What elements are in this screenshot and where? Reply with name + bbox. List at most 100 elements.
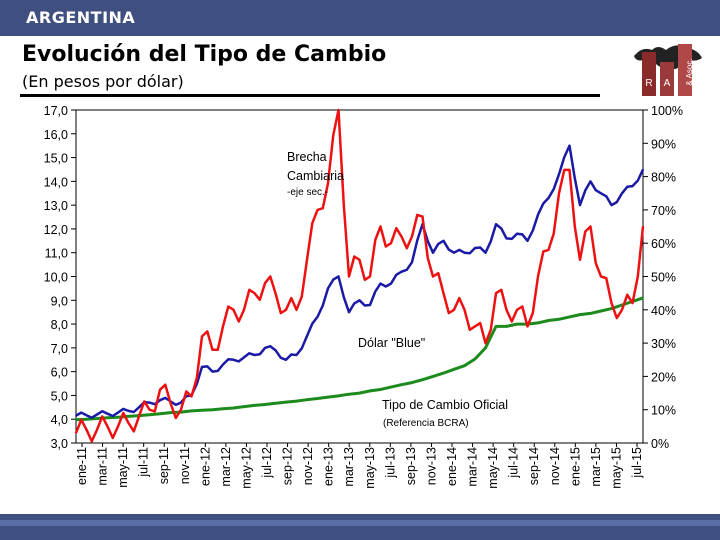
- series-point: [379, 282, 382, 285]
- logo-block-r: [642, 52, 656, 96]
- series-point: [253, 292, 256, 295]
- series-point: [159, 388, 161, 391]
- series-point: [348, 311, 350, 314]
- series-point: [75, 418, 77, 421]
- x-tick-label: jul-12: [260, 447, 274, 479]
- x-tick-label: may-13: [363, 447, 377, 489]
- left-tick-label: 14,0: [44, 175, 68, 189]
- x-tick-label: sep-12: [281, 447, 295, 485]
- series-point: [610, 204, 613, 206]
- series-point: [474, 247, 476, 249]
- series-point: [96, 417, 98, 420]
- series-point: [96, 413, 98, 416]
- series-point: [600, 275, 602, 278]
- series-point: [222, 325, 224, 328]
- series-point: [190, 410, 193, 412]
- x-tick-label: sep-13: [404, 447, 418, 485]
- company-logo: R A & Asoc.: [634, 44, 702, 96]
- annotation-blue: Dólar "Blue": [358, 336, 425, 350]
- series-point: [327, 396, 329, 398]
- series-point: [274, 349, 277, 352]
- series-point: [400, 383, 403, 386]
- series-point: [148, 413, 151, 416]
- series-point: [264, 282, 266, 285]
- annotation-oficial-sub: (Referencia BCRA): [383, 418, 469, 429]
- series-point: [295, 400, 298, 402]
- series-point: [358, 258, 361, 261]
- series-point: [558, 192, 560, 195]
- series-point: [85, 428, 88, 431]
- series-point: [75, 432, 77, 434]
- series-point: [631, 302, 634, 304]
- series-point: [600, 192, 602, 195]
- series-point: [159, 412, 161, 415]
- x-tick-label: mar-12: [219, 447, 233, 487]
- x-tick-label: nov-11: [178, 447, 192, 484]
- x-tick-label: jul-13: [383, 447, 397, 479]
- series-point: [547, 319, 550, 322]
- series-point: [432, 251, 434, 254]
- series-point: [106, 412, 109, 415]
- series-point: [516, 308, 518, 311]
- x-tick-label: ene-11: [75, 447, 89, 485]
- series-point: [306, 398, 308, 401]
- series-point: [442, 372, 445, 374]
- x-tick-label: may-14: [486, 447, 500, 489]
- series-line: [75, 144, 645, 419]
- country-title: ARGENTINA: [26, 8, 136, 27]
- series-point: [169, 402, 172, 404]
- series-point: [369, 275, 371, 278]
- series-point: [159, 399, 161, 402]
- right-tick-label: 20%: [651, 370, 676, 384]
- series-point: [264, 347, 266, 349]
- series-point: [505, 237, 508, 240]
- left-tick-label: 10,0: [44, 271, 68, 285]
- x-tick-label: mar-11: [96, 447, 110, 486]
- exchange-rate-chart: 17,0 16,0 15,0 14,0 13,0 12,0 11,0 10,0 9,0 8,0 7,…: [44, 104, 683, 489]
- series-point: [390, 386, 392, 388]
- series-point: [211, 408, 214, 411]
- series-point: [610, 307, 613, 310]
- series-point: [211, 348, 214, 351]
- series-point: [327, 182, 329, 185]
- left-tick-label: 3,0: [51, 437, 68, 451]
- series-point: [337, 275, 340, 278]
- page-subtitle: (En pesos por dólar): [22, 72, 184, 91]
- series-point: [106, 425, 109, 428]
- series-point: [568, 316, 571, 318]
- series-point: [358, 392, 361, 394]
- series-point: [421, 378, 424, 381]
- series-point: [505, 308, 508, 311]
- series-point: [600, 310, 602, 312]
- series-1: [75, 144, 645, 419]
- logo-block-asoc: [678, 44, 692, 96]
- left-tick-label: 11,0: [45, 247, 68, 261]
- x-tick-label: jul-15: [630, 447, 644, 479]
- series-point: [453, 251, 455, 254]
- series-point: [568, 169, 571, 171]
- series-point: [148, 408, 151, 411]
- x-tick-label: jul-14: [507, 447, 521, 479]
- right-tick-label: 90%: [651, 137, 676, 151]
- series-point: [484, 342, 487, 344]
- series-point: [316, 397, 319, 400]
- footer-bar: [0, 514, 720, 540]
- series-point: [484, 251, 487, 254]
- right-tick-label: 100%: [651, 104, 683, 118]
- x-tick-label: ene-12: [198, 447, 212, 486]
- series-point: [589, 180, 592, 183]
- series-point: [274, 292, 277, 295]
- series-point: [411, 261, 413, 264]
- series-point: [537, 275, 539, 278]
- series-point: [285, 308, 287, 311]
- series-point: [621, 308, 623, 311]
- annotation-brecha-1: Brecha: [287, 150, 327, 164]
- title-divider: [20, 94, 600, 97]
- series-point: [621, 192, 623, 195]
- series-point: [369, 304, 371, 306]
- series-point: [243, 308, 245, 311]
- series-point: [306, 335, 308, 337]
- right-tick-label: 60%: [651, 237, 676, 251]
- series-point: [379, 225, 382, 228]
- series-point: [610, 302, 613, 304]
